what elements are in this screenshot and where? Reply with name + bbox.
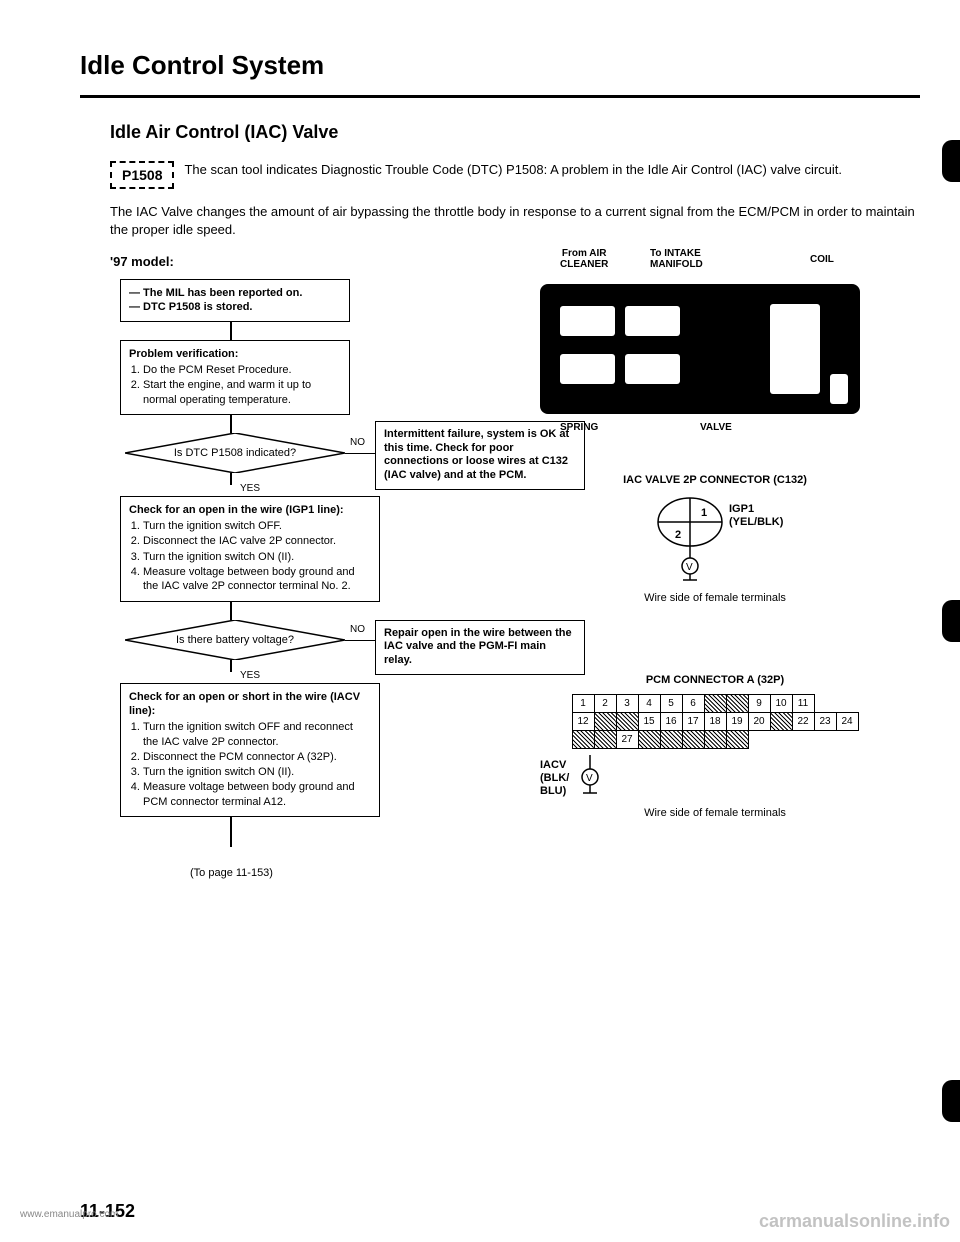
pcm-pin: 2	[594, 695, 616, 713]
pcm-pin: 22	[792, 713, 814, 731]
page-title: Idle Control System	[80, 50, 920, 81]
svg-text:2: 2	[675, 529, 681, 541]
pcm-pin: 1	[572, 695, 594, 713]
pcm-pin	[616, 713, 638, 731]
label-spring: SPRING	[560, 422, 598, 433]
pcm-pin: 15	[638, 713, 660, 731]
pcm-pin	[726, 695, 748, 713]
pcm-pin: 17	[682, 713, 704, 731]
svg-text:IGP1: IGP1	[729, 503, 754, 515]
iac-connector-title: IAC VALVE 2P CONNECTOR (C132)	[510, 474, 920, 486]
svg-text:1: 1	[701, 507, 707, 519]
pcm-connector-caption: Wire side of female terminals	[510, 807, 920, 819]
pcm-pin	[594, 731, 616, 749]
iac-connector-svg: 1 2 IGP1 (YEL/BLK) V	[645, 494, 785, 584]
list-item: Do the PCM Reset Procedure.	[143, 363, 341, 377]
pcm-pin: 12	[572, 713, 594, 731]
svg-text:(YEL/BLK): (YEL/BLK)	[729, 516, 784, 528]
flowchart-check2-box: Check for an open or short in the wire (…	[120, 683, 380, 817]
list-item: Disconnect the PCM connector A (32P).	[143, 750, 371, 764]
watermark-brand: carmanualsonline.info	[759, 1211, 950, 1232]
pcm-pin: 27	[616, 731, 638, 749]
pcm-connector-table: 123456910111215161718192022232427	[572, 694, 859, 749]
pcm-pin: 20	[748, 713, 770, 731]
pcm-pin: 19	[726, 713, 748, 731]
flowchart-decision-2: Is there battery voltage? NO Repair open…	[110, 620, 490, 660]
pcm-pin: 11	[792, 695, 814, 713]
pcm-pin	[638, 731, 660, 749]
branch-line	[345, 453, 375, 455]
pcm-connector-diagram: PCM CONNECTOR A (32P) 123456910111215161…	[510, 674, 920, 819]
flowchart-decision-1: Is DTC P1508 indicated? NO Intermittent …	[110, 433, 490, 473]
flowchart-check1-box: Check for an open in the wire (IGP1 line…	[120, 496, 380, 602]
section-title: Idle Air Control (IAC) Valve	[110, 122, 920, 143]
pcm-pin	[594, 713, 616, 731]
flowchart-connector	[230, 602, 232, 620]
pcm-pin: 5	[660, 695, 682, 713]
branch-line	[345, 640, 375, 642]
valve-cross-section-diagram: From AIRCLEANER To INTAKEMANIFOLD COIL S…	[510, 254, 890, 454]
iacv-label: IACV(BLK/BLU)	[540, 759, 569, 799]
flowchart-connector	[230, 322, 232, 340]
list-item: Measure voltage between body ground and …	[143, 780, 371, 809]
watermark-source: www.emanualpro.com	[20, 1209, 118, 1220]
list-item: Turn the ignition switch OFF and reconne…	[143, 720, 371, 749]
label-intake-manifold: To INTAKEMANIFOLD	[650, 248, 703, 270]
label-valve: VALVE	[700, 422, 732, 433]
valve-body	[540, 284, 860, 414]
divider	[80, 95, 920, 98]
edge-tab	[942, 600, 960, 642]
label-air-cleaner: From AIRCLEANER	[560, 248, 608, 270]
list-item: Turn the ignition switch ON (II).	[143, 765, 371, 779]
flowchart-connector	[230, 415, 232, 433]
svg-text:V: V	[586, 773, 593, 784]
pcm-pin	[704, 731, 726, 749]
pcm-pin: 18	[704, 713, 726, 731]
edge-tab	[942, 1080, 960, 1122]
pcm-pin: 9	[748, 695, 770, 713]
pcm-pin: 4	[638, 695, 660, 713]
decision-diamond: Is DTC P1508 indicated?	[125, 433, 345, 473]
list-item: Disconnect the IAC valve 2P connector.	[143, 534, 371, 548]
dtc-description: The scan tool indicates Diagnostic Troub…	[184, 161, 842, 179]
flowchart-connector	[230, 473, 232, 485]
pcm-pin: 23	[814, 713, 836, 731]
pcm-pin: 3	[616, 695, 638, 713]
iac-connector-diagram: IAC VALVE 2P CONNECTOR (C132) 1 2 IGP1 (…	[510, 474, 920, 604]
model-label: '97 model:	[110, 254, 490, 269]
list-item: Measure voltage between body ground and …	[143, 565, 371, 594]
pcm-pin: 24	[836, 713, 858, 731]
flowchart-verification-box: Problem verification: Do the PCM Reset P…	[120, 340, 350, 415]
svg-text:V: V	[686, 562, 693, 573]
body-paragraph: The IAC Valve changes the amount of air …	[110, 203, 920, 238]
decision-diamond: Is there battery voltage?	[125, 620, 345, 660]
label-coil: COIL	[810, 254, 834, 265]
no-label: NO	[350, 437, 365, 448]
flowchart-connector	[230, 660, 232, 672]
pcm-pin: 6	[682, 695, 704, 713]
flowchart-continue: (To page 11-153)	[190, 867, 490, 879]
list-item: Start the engine, and warm it up to norm…	[143, 378, 341, 407]
flowchart: '97 model: — The MIL has been reported o…	[110, 254, 490, 879]
pcm-pin	[726, 731, 748, 749]
pcm-pin	[770, 713, 792, 731]
no-label: NO	[350, 624, 365, 635]
pcm-pin	[682, 731, 704, 749]
list-item: Turn the ignition switch ON (II).	[143, 550, 371, 564]
pcm-pin	[572, 731, 594, 749]
dtc-code-box: P1508	[110, 161, 174, 189]
flowchart-connector	[230, 817, 232, 847]
dtc-row: P1508 The scan tool indicates Diagnostic…	[110, 161, 920, 189]
edge-tab	[942, 140, 960, 182]
pcm-pin: 10	[770, 695, 792, 713]
pcm-pin: 16	[660, 713, 682, 731]
iacv-probe-svg: V	[575, 755, 605, 799]
flowchart-start-box: — The MIL has been reported on. — DTC P1…	[120, 279, 350, 322]
iac-connector-caption: Wire side of female terminals	[510, 592, 920, 604]
diagram-column: From AIRCLEANER To INTAKEMANIFOLD COIL S…	[510, 254, 920, 879]
pcm-pin	[660, 731, 682, 749]
pcm-connector-title: PCM CONNECTOR A (32P)	[510, 674, 920, 686]
list-item: Turn the ignition switch OFF.	[143, 519, 371, 533]
pcm-pin	[704, 695, 726, 713]
